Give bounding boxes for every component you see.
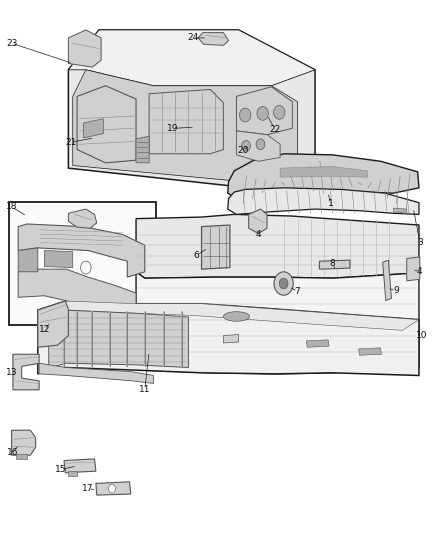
Polygon shape [306,340,329,348]
Polygon shape [149,90,223,154]
Polygon shape [228,154,419,198]
Polygon shape [68,30,315,187]
Text: 20: 20 [237,146,249,155]
Polygon shape [84,119,103,138]
Polygon shape [64,459,96,473]
Text: 13: 13 [6,368,18,377]
Text: 1: 1 [328,199,333,208]
Circle shape [240,108,251,122]
Text: 11: 11 [139,385,151,394]
Polygon shape [18,224,145,277]
Polygon shape [73,70,297,181]
Polygon shape [136,136,149,163]
Polygon shape [39,364,153,383]
Circle shape [81,261,91,274]
Text: 17: 17 [82,484,94,493]
Polygon shape [49,310,188,368]
Text: 7: 7 [295,287,300,296]
Polygon shape [38,301,419,330]
Polygon shape [359,348,381,356]
Polygon shape [16,454,27,459]
Text: 3: 3 [417,238,423,247]
Polygon shape [13,354,39,390]
Polygon shape [319,260,350,269]
Polygon shape [12,430,35,455]
Polygon shape [136,214,419,278]
Text: 19: 19 [167,124,179,133]
Polygon shape [68,30,315,86]
Polygon shape [223,335,239,343]
Text: 23: 23 [6,39,17,48]
Circle shape [109,484,116,493]
Polygon shape [77,86,136,163]
Polygon shape [96,482,131,495]
Polygon shape [198,33,229,45]
Text: 21: 21 [66,138,77,147]
Polygon shape [68,30,101,67]
Polygon shape [18,248,38,272]
Polygon shape [44,251,73,268]
Polygon shape [228,188,419,214]
Polygon shape [38,301,419,375]
Polygon shape [383,260,392,301]
Polygon shape [237,87,292,135]
Circle shape [274,272,293,295]
Text: 16: 16 [7,448,19,457]
Polygon shape [136,272,419,374]
Text: 6: 6 [193,252,199,260]
Circle shape [242,141,251,151]
Text: 4: 4 [255,230,261,239]
Polygon shape [18,269,136,312]
Circle shape [274,106,285,119]
Text: 22: 22 [269,125,280,134]
Ellipse shape [223,312,250,321]
Text: 10: 10 [416,331,428,340]
Polygon shape [201,225,230,269]
Polygon shape [68,209,97,228]
Polygon shape [249,209,267,233]
Polygon shape [237,131,280,161]
Text: 9: 9 [393,286,399,295]
Text: 12: 12 [39,325,50,334]
Circle shape [256,139,265,150]
Polygon shape [407,257,420,281]
Polygon shape [394,208,407,213]
Polygon shape [68,471,77,477]
Polygon shape [9,201,155,325]
Circle shape [279,278,288,289]
Text: 24: 24 [187,34,198,43]
Polygon shape [38,301,68,348]
Text: 8: 8 [330,260,336,268]
Text: 18: 18 [6,203,18,212]
Text: 4: 4 [417,268,423,276]
Text: 15: 15 [55,465,67,474]
Polygon shape [280,166,367,177]
Circle shape [257,107,268,120]
